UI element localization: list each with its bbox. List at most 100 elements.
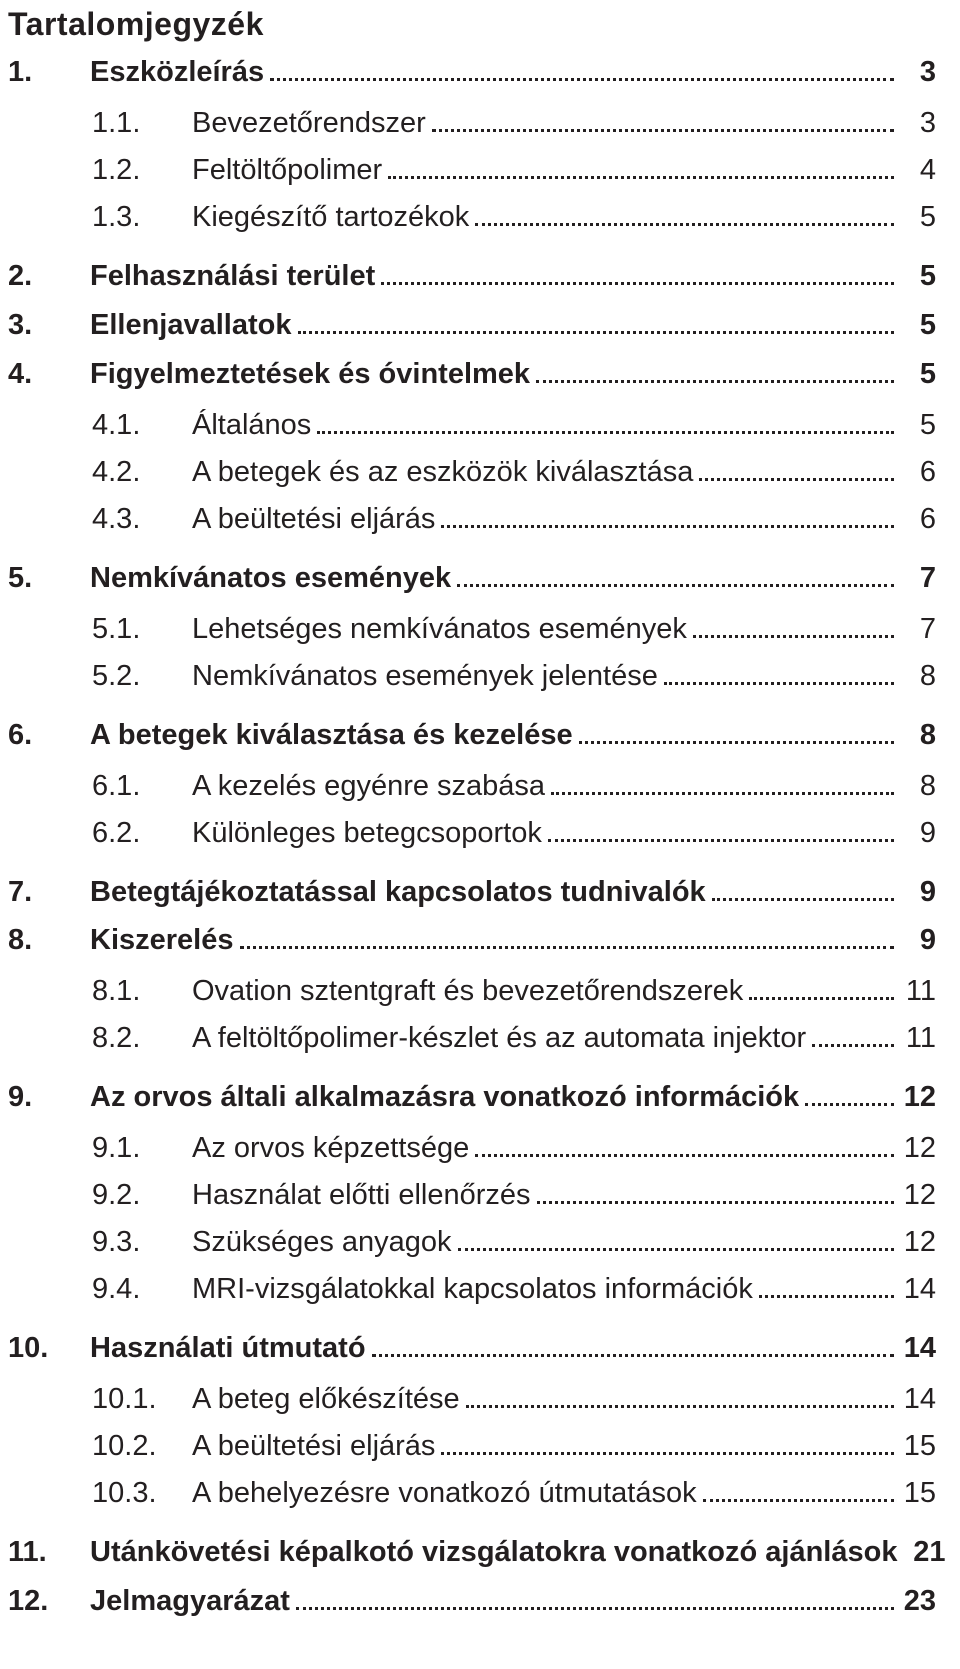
toc-sub-block: 9.1.Az orvos képzettsége129.2.Használat …	[92, 1125, 936, 1313]
toc-entry: 7.Betegtájékoztatással kapcsolatos tudni…	[8, 869, 936, 916]
toc-entry-label: Szükséges anyagok	[192, 1219, 452, 1266]
toc-entry-label: A beültetési eljárás	[192, 1423, 435, 1470]
toc-entry-label: Felhasználási terület	[90, 253, 375, 300]
toc-sub-block: 6.1.A kezelés egyénre szabása86.2.Különl…	[92, 763, 936, 857]
toc-subentry: 8.2.A feltöltőpolimer-készlet és az auto…	[92, 1015, 936, 1062]
toc-entry-page: 14	[900, 1376, 936, 1423]
toc-leader-dots	[537, 1178, 894, 1205]
toc-entry-label: A beteg előkészítése	[192, 1376, 460, 1423]
toc-entry-page: 9	[900, 917, 936, 964]
toc-entry-number: 1.2.	[92, 147, 192, 194]
toc-entry: 1.Eszközleírás3	[8, 49, 936, 96]
toc-entry-page: 9	[900, 810, 936, 857]
toc-entry-page: 4	[900, 147, 936, 194]
toc-subentry: 10.2.A beültetési eljárás15	[92, 1423, 936, 1470]
toc-entry-page: 11	[900, 968, 936, 1015]
toc-leader-dots	[759, 1271, 894, 1298]
toc-entry-page: 7	[900, 606, 936, 653]
toc-entry-number: 4.2.	[92, 449, 192, 496]
toc-entry-page: 14	[900, 1325, 936, 1372]
toc-entry-page: 8	[900, 712, 936, 759]
toc-leader-dots	[296, 1583, 894, 1610]
toc-sub-block: 1.1.Bevezetőrendszer31.2.Feltöltőpolimer…	[92, 100, 936, 241]
toc-entry-label: Ovation sztentgraft és bevezetőrendszere…	[192, 968, 743, 1015]
toc-subentry: 8.1.Ovation sztentgraft és bevezetőrends…	[92, 968, 936, 1015]
toc-subentry: 6.1.A kezelés egyénre szabása8	[92, 763, 936, 810]
toc-entry-label: Bevezetőrendszer	[192, 100, 426, 147]
toc-entry-number: 5.	[8, 555, 90, 602]
toc-page: Tartalomjegyzék 1.Eszközleírás31.1.Bevez…	[0, 0, 960, 1649]
toc-entry-page: 7	[900, 555, 936, 602]
toc-entry-label: Utánkövetési képalkotó vizsgálatokra von…	[90, 1529, 897, 1576]
toc-entry-page: 23	[900, 1578, 936, 1625]
toc-leader-dots	[458, 1225, 894, 1252]
toc-entry-label: Általános	[192, 402, 311, 449]
toc-subentry: 6.2.Különleges betegcsoportok9	[92, 810, 936, 857]
toc-subentry: 9.4.MRI-vizsgálatokkal kapcsolatos infor…	[92, 1266, 936, 1313]
toc-entry-number: 4.1.	[92, 402, 192, 449]
toc-entry-page: 5	[900, 351, 936, 398]
toc-subentry: 9.2.Használat előtti ellenőrzés12	[92, 1172, 936, 1219]
toc-leader-dots	[372, 1330, 894, 1357]
toc-list: 1.Eszközleírás31.1.Bevezetőrendszer31.2.…	[8, 49, 936, 1625]
toc-entry: 9.Az orvos általi alkalmazásra vonatkozó…	[8, 1074, 936, 1121]
toc-leader-dots	[664, 658, 894, 685]
toc-entry-number: 9.4.	[92, 1266, 192, 1313]
toc-entry-label: Lehetséges nemkívánatos események	[192, 606, 687, 653]
toc-subentry: 10.3.A behelyezésre vonatkozó útmutatáso…	[92, 1470, 936, 1517]
toc-leader-dots	[536, 356, 894, 383]
toc-entry-label: A betegek kiválasztása és kezelése	[90, 712, 573, 759]
toc-subentry: 9.3.Szükséges anyagok 12	[92, 1219, 936, 1266]
toc-entry-number: 5.1.	[92, 606, 192, 653]
toc-entry: 4.Figyelmeztetések és óvintelmek 5	[8, 351, 936, 398]
toc-entry-number: 1.3.	[92, 194, 192, 241]
toc-subentry: 10.1.A beteg előkészítése14	[92, 1376, 936, 1423]
toc-entry-page: 8	[900, 763, 936, 810]
toc-entry: 5.Nemkívánatos események7	[8, 555, 936, 602]
toc-leader-dots	[381, 258, 894, 285]
toc-leader-dots	[579, 717, 894, 744]
toc-leader-dots	[475, 1131, 894, 1158]
toc-leader-dots	[703, 1475, 894, 1502]
toc-entry-label: A feltöltőpolimer-készlet és az automata…	[192, 1015, 806, 1062]
toc-entry-label: Eszközleírás	[90, 49, 264, 96]
toc-leader-dots	[441, 501, 894, 528]
toc-entry-label: Kiegészítő tartozékok	[192, 194, 469, 241]
toc-entry-label: A beültetési eljárás	[192, 496, 435, 543]
toc-subentry: 4.3.A beültetési eljárás6	[92, 496, 936, 543]
toc-entry-number: 10.	[8, 1325, 90, 1372]
toc-entry-label: Figyelmeztetések és óvintelmek	[90, 351, 530, 398]
toc-entry-label: A behelyezésre vonatkozó útmutatások	[192, 1470, 697, 1517]
toc-entry: 2.Felhasználási terület5	[8, 253, 936, 300]
toc-entry-label: Kiszerelés	[90, 917, 234, 964]
toc-entry-page: 5	[900, 253, 936, 300]
toc-entry-page: 12	[900, 1172, 936, 1219]
toc-entry-number: 5.2.	[92, 653, 192, 700]
toc-entry-page: 5	[900, 194, 936, 241]
toc-entry-number: 10.2.	[92, 1423, 192, 1470]
toc-entry-number: 6.	[8, 712, 90, 759]
toc-leader-dots	[805, 1080, 894, 1107]
toc-entry-page: 3	[900, 100, 936, 147]
toc-entry-page: 15	[900, 1470, 936, 1517]
toc-subentry: 9.1.Az orvos képzettsége12	[92, 1125, 936, 1172]
toc-entry-number: 6.1.	[92, 763, 192, 810]
toc-entry-label: Ellenjavallatok	[90, 302, 292, 349]
toc-entry-number: 9.3.	[92, 1219, 192, 1266]
toc-leader-dots	[693, 611, 894, 638]
toc-entry-label: MRI-vizsgálatokkal kapcsolatos informáci…	[192, 1266, 753, 1313]
toc-leader-dots	[432, 105, 894, 132]
toc-leader-dots	[749, 974, 894, 1001]
toc-sub-block: 10.1.A beteg előkészítése1410.2.A beülte…	[92, 1376, 936, 1517]
toc-sub-block: 8.1.Ovation sztentgraft és bevezetőrends…	[92, 968, 936, 1062]
toc-entry-page: 9	[900, 869, 936, 916]
toc-entry-page: 5	[900, 402, 936, 449]
toc-title: Tartalomjegyzék	[8, 6, 936, 43]
toc-entry-label: Jelmagyarázat	[90, 1578, 290, 1625]
toc-entry-number: 10.3.	[92, 1470, 192, 1517]
toc-entry-page: 12	[900, 1219, 936, 1266]
toc-entry-number: 8.	[8, 917, 90, 964]
toc-entry-number: 9.1.	[92, 1125, 192, 1172]
toc-entry-number: 4.	[8, 351, 90, 398]
toc-entry-page: 21	[909, 1529, 945, 1576]
